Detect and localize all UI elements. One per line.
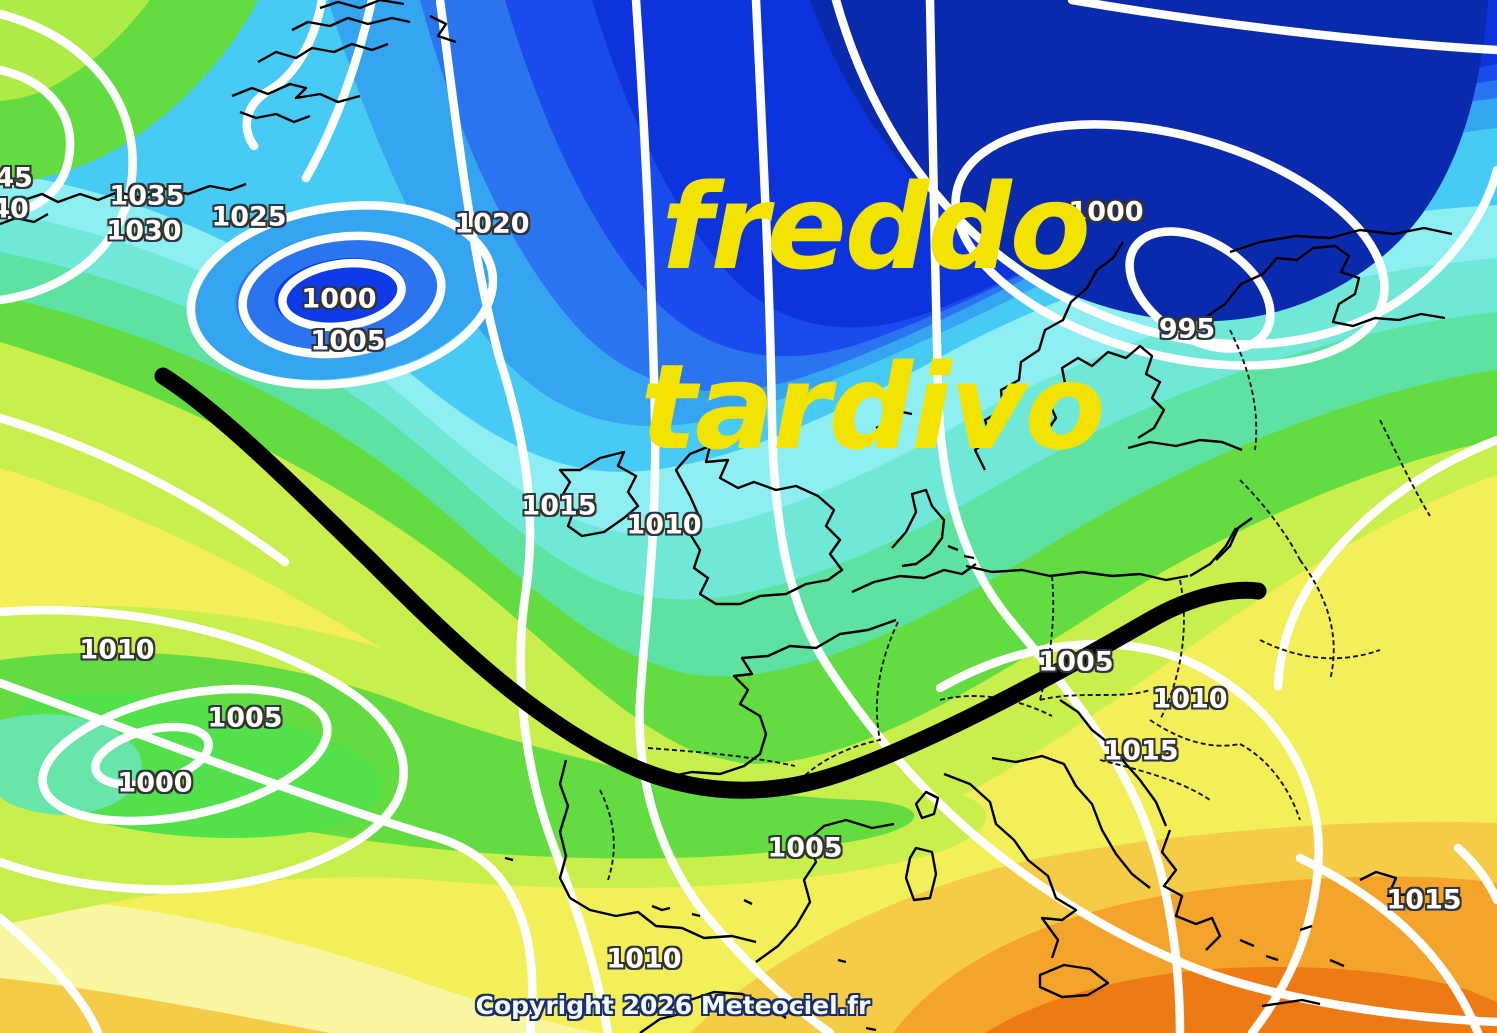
pressure-label: 1005: [310, 325, 386, 357]
pressure-label: 1010: [606, 943, 682, 975]
pressure-label: 1010: [626, 509, 702, 541]
pressure-label: 1010: [79, 634, 155, 666]
pressure-label: 995: [1158, 313, 1216, 345]
annotation-text-line1: freddo: [661, 158, 1091, 296]
pressure-label: 1015: [1103, 735, 1179, 767]
annotation-text-line2: tardivo: [640, 338, 1105, 476]
pressure-label: 1035: [109, 180, 185, 212]
pressure-label: 40: [0, 193, 29, 225]
pressure-label: 1020: [454, 208, 530, 240]
pressure-label: 1000: [1068, 196, 1144, 228]
coastlines: [0, 0, 1453, 1033]
country-borders: [599, 329, 1431, 881]
pressure-label: 1005: [1038, 646, 1114, 678]
pressure-label: 1005: [207, 702, 283, 734]
pressure-label: 1025: [211, 201, 287, 233]
pressure-label: 45: [0, 162, 33, 194]
pressure-label: 1015: [521, 490, 597, 522]
pressure-label: 1000: [301, 283, 377, 315]
pressure-label: 1000: [117, 767, 193, 799]
pressure-label: 1010: [1152, 683, 1228, 715]
pressure-label: 1005: [767, 832, 843, 864]
front-line: [154, 367, 1267, 799]
pressure-label: 1015: [1386, 884, 1462, 916]
copyright-text: Copyright 2026 Meteociel.fr: [475, 991, 871, 1020]
pressure-label: 1030: [106, 215, 182, 247]
